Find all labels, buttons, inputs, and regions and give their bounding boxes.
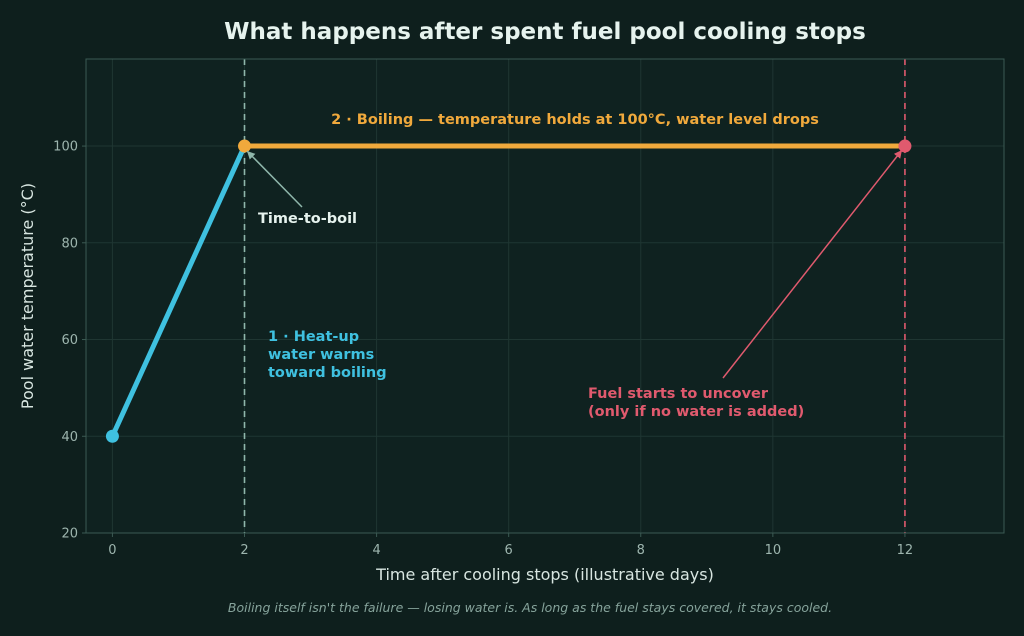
x-tick-label: 10 (765, 543, 782, 558)
x-tick-label: 8 (637, 543, 645, 558)
y-axis-ticks: 20 40 60 80 100 (53, 140, 86, 542)
x-tick-label: 2 (240, 543, 248, 558)
boiling-annotation-line: 2 · Boiling — temperature holds at 100°C… (331, 112, 819, 128)
heat-up-line (109, 143, 248, 439)
y-tick-label: 40 (61, 430, 78, 445)
uncover-annotation: Fuel starts to uncover (only if no water… (588, 386, 804, 420)
uncover-point (898, 139, 912, 153)
plot-area (86, 59, 1004, 533)
x-tick-label: 12 (897, 543, 914, 558)
time-to-boil-annotation: Time-to-boil (258, 211, 357, 227)
series-lines (109, 143, 908, 439)
boiling-annotation: 2 · Boiling — temperature holds at 100°C… (331, 112, 819, 128)
x-axis-ticks: 0 2 4 6 8 10 12 (108, 533, 913, 558)
boil-point (238, 139, 252, 153)
x-tick-label: 0 (108, 543, 116, 558)
heatup-annotation-line-2: water warms (268, 347, 374, 363)
footnote: Boiling itself isn't the failure — losin… (228, 600, 832, 615)
reference-lines (243, 59, 906, 533)
start-point (105, 429, 119, 443)
heatup-annotation: 1 · Heat-up water warms toward boiling (268, 329, 387, 381)
chart-title: What happens after spent fuel pool cooli… (224, 19, 866, 45)
x-axis-label: Time after cooling stops (illustrative d… (375, 565, 714, 584)
time-to-boil-annotation-line: Time-to-boil (258, 211, 357, 227)
y-tick-label: 80 (61, 236, 78, 251)
data-points (105, 139, 912, 443)
time-to-boil-arrow (246, 150, 303, 208)
y-axis-label: Pool water temperature (°C) (18, 183, 37, 409)
y-tick-label: 20 (61, 527, 78, 542)
uncover-annotation-line-1: Fuel starts to uncover (588, 386, 769, 402)
heatup-annotation-line-3: toward boiling (268, 365, 387, 381)
plot-frame (85, 58, 1005, 534)
uncover-annotation-line-2: (only if no water is added) (588, 404, 804, 420)
x-tick-label: 4 (372, 543, 380, 558)
heatup-annotation-line-1: 1 · Heat-up (268, 329, 359, 345)
uncover-arrow (722, 149, 903, 379)
y-tick-label: 100 (53, 140, 78, 155)
x-tick-label: 6 (505, 543, 513, 558)
y-tick-label: 60 (61, 333, 78, 348)
